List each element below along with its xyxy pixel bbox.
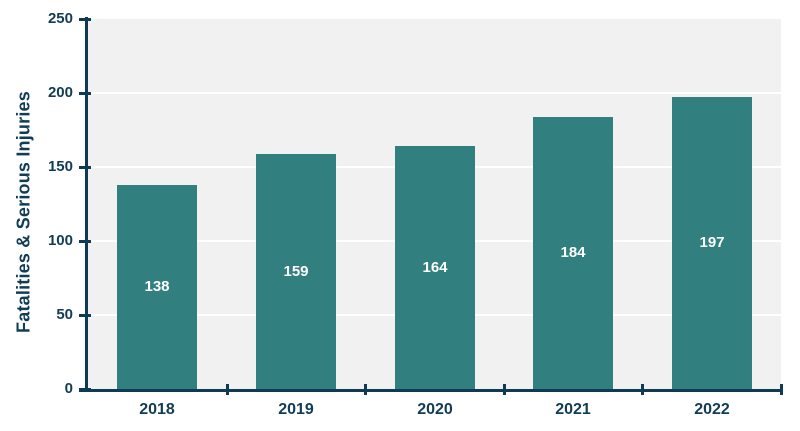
y-tick-label-150: 150 (47, 158, 73, 175)
bar-value-label-2022: 197 (699, 234, 725, 251)
bar-2018: 138 (117, 185, 197, 389)
y-axis-title: Fatalities & Serious Injuries (13, 91, 34, 333)
y-tick-100 (79, 240, 91, 243)
y-tick-0 (79, 388, 91, 391)
x-tick-4 (641, 384, 644, 395)
bar-2020: 164 (395, 146, 475, 389)
x-label-2019: 2019 (278, 401, 314, 418)
x-tick-5 (780, 384, 783, 395)
bar-value-label-2021: 184 (560, 244, 586, 261)
y-axis-line (85, 17, 88, 392)
x-axis-line (79, 389, 782, 392)
y-tick-250 (79, 18, 91, 21)
bar-value-label-2020: 164 (422, 259, 448, 276)
x-label-2021: 2021 (555, 401, 591, 418)
y-tick-50 (79, 314, 91, 317)
x-tick-1 (226, 384, 229, 395)
y-tick-label-0: 0 (64, 380, 73, 397)
bar-value-label-2019: 159 (283, 263, 309, 280)
bar-value-label-2018: 138 (144, 278, 170, 295)
bar-2021: 184 (533, 117, 613, 389)
x-label-2018: 2018 (139, 401, 175, 418)
y-tick-label-200: 200 (47, 84, 73, 101)
x-label-2020: 2020 (417, 401, 453, 418)
bar-2022: 197 (672, 97, 752, 389)
bar-2019: 159 (256, 154, 336, 389)
y-tick-label-100: 100 (47, 232, 73, 249)
x-tick-2 (364, 384, 367, 395)
x-label-2022: 2022 (694, 401, 730, 418)
y-tick-label-50: 50 (56, 306, 73, 323)
y-tick-150 (79, 166, 91, 169)
y-tick-200 (79, 92, 91, 95)
x-tick-3 (503, 384, 506, 395)
y-tick-label-250: 250 (47, 10, 73, 27)
gridline-200 (88, 92, 781, 94)
